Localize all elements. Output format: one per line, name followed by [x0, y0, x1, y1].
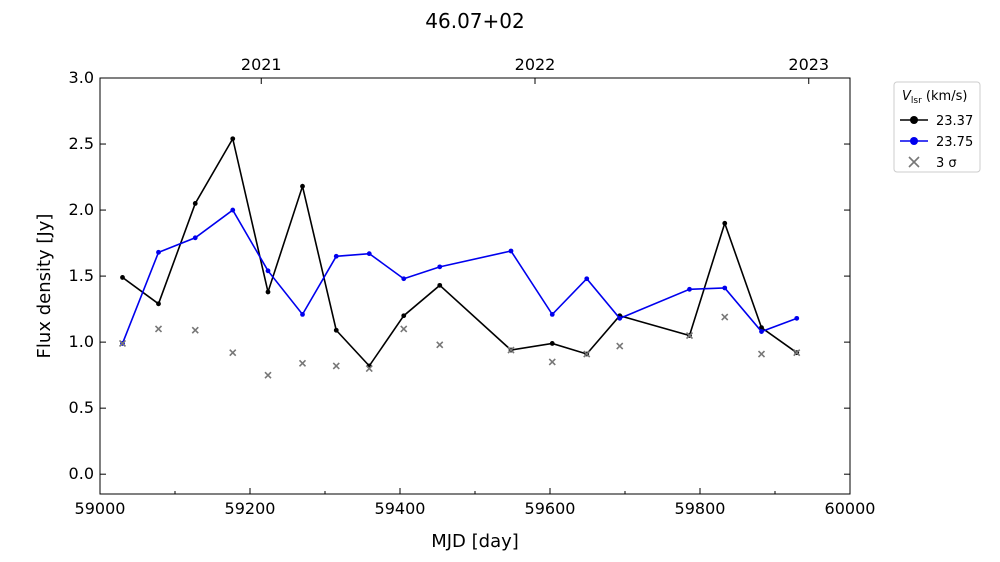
- legend: Vlsr (km/s) 23.37 23.75 3 σ: [893, 81, 981, 173]
- legend-marker: [908, 156, 920, 168]
- data-point-3sigma: [298, 359, 307, 367]
- x-tick-label: 59600: [525, 499, 576, 518]
- data-point: [437, 282, 443, 288]
- data-point: [794, 315, 800, 321]
- data-point-3sigma: [118, 339, 127, 348]
- data-point: [265, 268, 271, 274]
- x-tick-label: 59200: [225, 499, 276, 518]
- data-point: [584, 276, 590, 282]
- data-point: [192, 201, 198, 206]
- data-point-3sigma: [229, 349, 237, 357]
- legend-marker: [910, 116, 918, 124]
- data-point-3sigma: [154, 325, 163, 333]
- top-tick-label: 2021: [241, 55, 282, 74]
- x-axis-label: MJD [day]: [431, 531, 519, 552]
- x-tick-label: 59000: [75, 499, 126, 518]
- data-point-3sigma: [365, 364, 373, 373]
- y-tick-label: 0.0: [69, 464, 94, 483]
- x-tick-label: 59800: [675, 499, 726, 518]
- series-line: [122, 136, 798, 368]
- data-point: [508, 248, 514, 254]
- data-point: [230, 207, 236, 213]
- y-tick-label: 2.0: [69, 200, 94, 219]
- legend-entry-label: 23.37: [936, 114, 973, 129]
- data-point-3sigma: [721, 313, 729, 321]
- data-point-3sigma: [400, 325, 408, 333]
- data-point: [401, 276, 407, 282]
- data-point-3sigma: [757, 350, 766, 358]
- data-point-3sigma: [507, 346, 515, 354]
- data-point: [759, 329, 764, 334]
- y-tick-label: 1.5: [69, 266, 94, 285]
- legend-marker: [910, 137, 918, 145]
- data-point: [401, 313, 407, 319]
- data-point: [300, 183, 305, 189]
- data-point: [230, 136, 236, 142]
- data-point-3sigma: [793, 349, 801, 357]
- data-point-3sigma: [685, 331, 694, 340]
- data-point-3sigma: [332, 362, 340, 370]
- y-tick-label: 3.0: [69, 68, 94, 87]
- legend-title: Vlsr (km/s): [902, 89, 967, 106]
- data-point: [687, 286, 692, 292]
- data-point: [617, 315, 623, 321]
- data-point: [156, 301, 161, 307]
- top-tick-label: 2022: [515, 55, 556, 74]
- plot-area: [118, 136, 801, 379]
- data-point-3sigma: [436, 341, 444, 349]
- data-point: [722, 220, 728, 226]
- x-tick-label: 59400: [375, 499, 426, 518]
- legend-box: [893, 81, 981, 173]
- data-point: [120, 275, 125, 280]
- data-point: [333, 327, 339, 333]
- data-point-3sigma: [264, 371, 272, 379]
- data-point: [333, 253, 339, 259]
- x-tick-label: 60000: [825, 499, 876, 518]
- legend-entry-label: 3 σ: [936, 156, 957, 171]
- data-point: [192, 235, 198, 241]
- data-point-3sigma: [191, 326, 199, 334]
- data-point: [300, 311, 305, 317]
- data-point-3sigma: [616, 342, 624, 350]
- data-point: [366, 251, 372, 257]
- top-tick-label: 2023: [788, 55, 829, 74]
- chart-title: 46.07+02: [425, 9, 524, 33]
- plot-frame: [99, 77, 851, 495]
- data-point: [437, 264, 443, 270]
- series-line: [121, 208, 798, 344]
- y-tick-label: 1.0: [69, 332, 94, 351]
- data-point: [722, 285, 728, 291]
- series-3-σ: [118, 313, 801, 379]
- data-point: [549, 311, 555, 317]
- data-point: [156, 249, 161, 255]
- data-point: [549, 341, 555, 346]
- data-point: [265, 289, 271, 295]
- data-point: [759, 325, 764, 330]
- axes: 59000 59200 59400 59600 59800 60000 0.0 0.5 1.0 1…: [69, 55, 876, 518]
- series-23.75: [120, 207, 800, 346]
- data-point-3sigma: [548, 358, 556, 366]
- y-tick-label: 0.5: [69, 398, 94, 417]
- y-tick-label: 2.5: [69, 134, 94, 153]
- series-23.37: [120, 136, 800, 369]
- y-axis-label: Flux density [Jy]: [34, 214, 55, 359]
- data-point-3sigma: [583, 350, 591, 358]
- legend-entry-label: 23.75: [936, 135, 973, 150]
